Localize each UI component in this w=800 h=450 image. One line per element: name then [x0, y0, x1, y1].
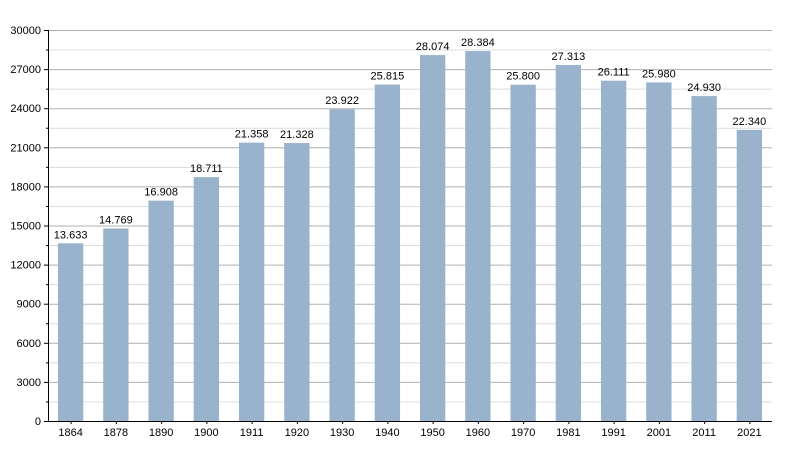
- y-tick-label: 6000: [17, 338, 41, 350]
- bar: [193, 177, 220, 421]
- x-tick-label: 1991: [601, 427, 625, 439]
- bar-value-label: 27.313: [552, 51, 586, 63]
- bar-value-label: 26.111: [598, 67, 630, 79]
- bar-value-label: 18.711: [190, 163, 223, 175]
- x-tick-label: 1950: [420, 427, 444, 439]
- y-tick-label: 27000: [10, 64, 41, 76]
- bar-value-label: 21.328: [280, 129, 314, 141]
- bar: [329, 109, 355, 421]
- x-tick-label: 2011: [692, 427, 716, 439]
- bar: [600, 80, 627, 421]
- x-tick-label: 1960: [466, 427, 490, 439]
- bar: [103, 228, 129, 421]
- bar: [465, 51, 491, 422]
- bar: [284, 143, 310, 421]
- x-tick-label: 1981: [556, 427, 580, 439]
- bar: [736, 129, 763, 421]
- y-tick-label: 30000: [10, 25, 41, 37]
- y-tick-label: 0: [35, 416, 41, 428]
- bar-value-label: 16.908: [144, 187, 178, 199]
- bar-value-label: 25.815: [371, 71, 405, 83]
- x-tick-label: 1890: [149, 427, 173, 439]
- bar: [419, 55, 446, 421]
- y-tick-label: 15000: [10, 221, 41, 233]
- y-tick-label: 24000: [10, 103, 41, 115]
- bars: [57, 51, 763, 422]
- bar-value-label: 13.633: [54, 229, 88, 241]
- x-tick-label: 1970: [511, 427, 535, 439]
- x-tick-label: 1920: [285, 427, 309, 439]
- x-tick-label: 2021: [737, 427, 761, 439]
- y-tick-labels: 0 3000 6000 9000 12000 15000 18000 21000 24000 27…: [10, 25, 41, 428]
- bar-value-label: 23.922: [325, 95, 359, 107]
- bar-value-label: 14.769: [99, 215, 133, 227]
- bar-value-label: 22.340: [733, 116, 767, 128]
- bar: [238, 142, 265, 421]
- y-tick-label: 12000: [10, 260, 41, 272]
- bar: [691, 96, 717, 421]
- bar-value-label: 25.800: [506, 71, 540, 83]
- bar-value-label: 21.358: [235, 129, 269, 141]
- y-tick-label: 18000: [10, 181, 41, 193]
- x-tick-label: 1940: [375, 427, 399, 439]
- y-tick-label: 21000: [10, 142, 41, 154]
- bar: [148, 200, 174, 421]
- x-tick-label: 1878: [104, 427, 128, 439]
- bar: [374, 84, 401, 422]
- x-tick-labels: 1864 1878 1890 1900 1911 1920 1930 1940 1950 1960…: [58, 427, 761, 439]
- bar-value-labels: 13.633 14.769 16.908 18.711 21.358 21.328 23.9…: [54, 37, 766, 241]
- x-tick-label: 1900: [194, 427, 218, 439]
- bar-value-label: 24.930: [687, 82, 721, 94]
- bar: [646, 82, 672, 422]
- bar: [57, 243, 84, 421]
- bar: [555, 65, 582, 421]
- bar-value-label: 28.074: [416, 41, 450, 53]
- x-tick-label: 1911: [240, 427, 264, 439]
- y-tick-label: 3000: [17, 377, 41, 389]
- bar: [510, 84, 536, 422]
- bar-value-label: 25.980: [642, 68, 676, 80]
- x-tick-label: 1930: [330, 427, 354, 439]
- y-tick-label: 9000: [17, 299, 41, 311]
- x-tick-label: 1864: [58, 427, 82, 439]
- bar-value-label: 28.384: [461, 37, 495, 49]
- x-tick-label: 2001: [647, 427, 671, 439]
- axes: [44, 30, 772, 424]
